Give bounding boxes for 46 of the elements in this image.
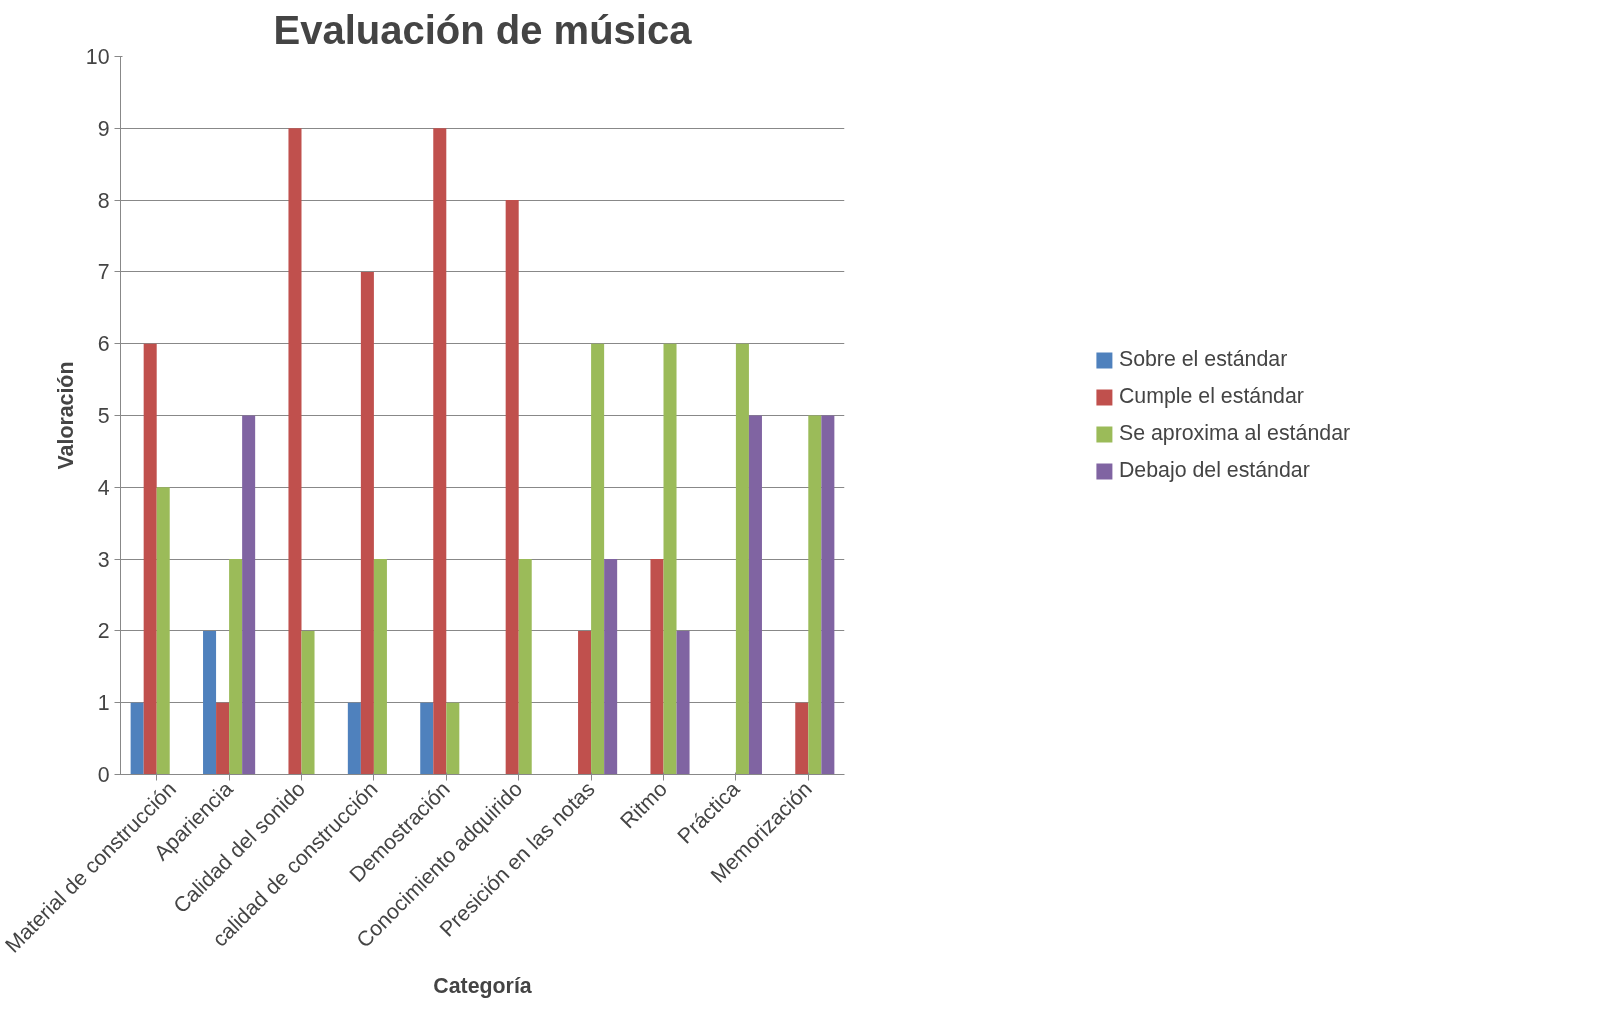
- bar: [591, 343, 605, 775]
- chart-title: Evaluación de música: [273, 7, 693, 52]
- bar: [735, 343, 749, 775]
- bar: [420, 702, 434, 775]
- y-tick-label: 1: [97, 691, 110, 716]
- legend-label: Debajo del estándar: [1118, 458, 1310, 483]
- y-tick-label: 3: [97, 547, 110, 572]
- y-tick-label: 0: [97, 763, 110, 787]
- bar: [821, 415, 835, 775]
- bar: [347, 702, 361, 775]
- y-tick-label: 7: [97, 260, 110, 285]
- bar: [676, 630, 690, 775]
- bar: [242, 415, 256, 775]
- x-axis-title: Categoría: [433, 973, 532, 998]
- bar: [748, 415, 762, 775]
- bar: [505, 200, 519, 775]
- y-tick-label: 4: [97, 475, 110, 500]
- bar: [808, 415, 822, 775]
- bar: [373, 559, 387, 775]
- y-tick-label: 2: [97, 619, 110, 644]
- bar: [301, 630, 315, 775]
- legend-label: Cumple el estándar: [1118, 384, 1304, 409]
- bar: [663, 343, 677, 775]
- y-tick-label: 9: [97, 116, 110, 141]
- y-axis-title: Valoración: [53, 361, 78, 470]
- y-tick-label: 6: [97, 332, 110, 357]
- bar: [578, 630, 592, 775]
- bar: [518, 559, 532, 775]
- bar: [156, 487, 170, 775]
- bar: [143, 343, 157, 775]
- legend-label: Sobre el estándar: [1118, 347, 1288, 372]
- y-tick-label: 10: [85, 45, 110, 69]
- bar: [446, 702, 460, 775]
- bar: [650, 559, 664, 775]
- bar: [360, 271, 374, 775]
- bar: [216, 702, 230, 775]
- bar: [130, 702, 144, 775]
- bar: [288, 128, 302, 775]
- bar: [433, 128, 447, 775]
- y-tick-label: 8: [97, 188, 110, 213]
- y-tick-label: 5: [97, 404, 110, 428]
- bar: [203, 630, 217, 775]
- bar: [604, 559, 618, 775]
- legend-label: Se aproxima al estándar: [1118, 421, 1351, 446]
- bar: [229, 559, 243, 775]
- bar: [795, 702, 809, 775]
